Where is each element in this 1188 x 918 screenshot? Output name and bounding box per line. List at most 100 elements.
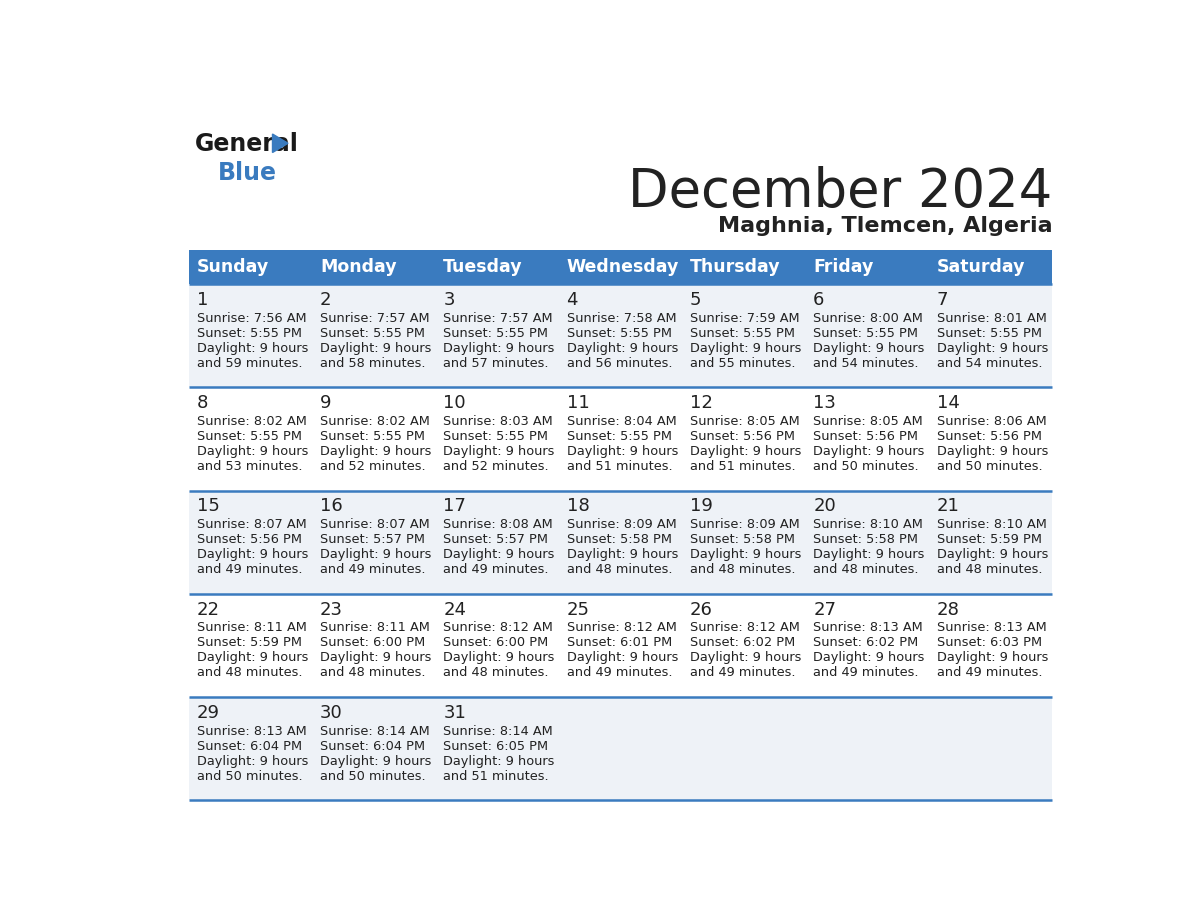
Text: Daylight: 9 hours: Daylight: 9 hours [443, 341, 555, 355]
Text: and 55 minutes.: and 55 minutes. [690, 357, 796, 370]
Text: Sunset: 5:56 PM: Sunset: 5:56 PM [814, 431, 918, 443]
Text: General: General [195, 131, 299, 156]
Text: Sunset: 5:59 PM: Sunset: 5:59 PM [196, 636, 302, 649]
Text: Sunrise: 8:07 AM: Sunrise: 8:07 AM [196, 519, 307, 532]
Polygon shape [272, 134, 287, 152]
Text: Sunset: 5:55 PM: Sunset: 5:55 PM [443, 431, 548, 443]
Text: Daylight: 9 hours: Daylight: 9 hours [690, 548, 801, 561]
Text: Sunrise: 7:57 AM: Sunrise: 7:57 AM [443, 312, 552, 325]
Text: Sunset: 5:55 PM: Sunset: 5:55 PM [567, 431, 671, 443]
Text: 14: 14 [936, 395, 960, 412]
Text: Sunrise: 8:06 AM: Sunrise: 8:06 AM [936, 415, 1047, 428]
Bar [189, 490, 1053, 594]
Text: 7: 7 [936, 291, 948, 309]
Text: and 58 minutes.: and 58 minutes. [320, 357, 425, 370]
Text: and 53 minutes.: and 53 minutes. [196, 460, 302, 473]
Text: Daylight: 9 hours: Daylight: 9 hours [443, 652, 555, 665]
Text: Daylight: 9 hours: Daylight: 9 hours [936, 548, 1048, 561]
Text: Sunrise: 8:01 AM: Sunrise: 8:01 AM [936, 312, 1047, 325]
Text: and 51 minutes.: and 51 minutes. [690, 460, 796, 473]
Text: Sunrise: 8:00 AM: Sunrise: 8:00 AM [814, 312, 923, 325]
Text: December 2024: December 2024 [628, 165, 1053, 218]
Text: Sunrise: 8:05 AM: Sunrise: 8:05 AM [814, 415, 923, 428]
Text: and 48 minutes.: and 48 minutes. [690, 564, 796, 577]
Text: Sunset: 6:05 PM: Sunset: 6:05 PM [443, 740, 549, 753]
Text: 8: 8 [196, 395, 208, 412]
Text: and 52 minutes.: and 52 minutes. [320, 460, 425, 473]
Text: Sunset: 5:55 PM: Sunset: 5:55 PM [567, 327, 671, 340]
Text: Daylight: 9 hours: Daylight: 9 hours [567, 548, 678, 561]
Text: Sunset: 5:55 PM: Sunset: 5:55 PM [690, 327, 795, 340]
Text: 28: 28 [936, 600, 960, 619]
Text: and 49 minutes.: and 49 minutes. [567, 666, 672, 679]
Text: Sunset: 6:04 PM: Sunset: 6:04 PM [196, 740, 302, 753]
Text: Sunset: 5:55 PM: Sunset: 5:55 PM [320, 327, 425, 340]
Bar [189, 594, 1053, 697]
Text: Sunrise: 8:10 AM: Sunrise: 8:10 AM [936, 519, 1047, 532]
Text: Daylight: 9 hours: Daylight: 9 hours [443, 445, 555, 458]
Text: and 51 minutes.: and 51 minutes. [443, 769, 549, 783]
Text: 29: 29 [196, 704, 220, 722]
Text: 19: 19 [690, 498, 713, 516]
Text: 18: 18 [567, 498, 589, 516]
Text: 9: 9 [320, 395, 331, 412]
Text: and 56 minutes.: and 56 minutes. [567, 357, 672, 370]
Text: and 49 minutes.: and 49 minutes. [443, 564, 549, 577]
Text: Sunrise: 8:09 AM: Sunrise: 8:09 AM [567, 519, 676, 532]
Text: Sunset: 6:01 PM: Sunset: 6:01 PM [567, 636, 671, 649]
Text: 25: 25 [567, 600, 589, 619]
Text: Sunset: 6:02 PM: Sunset: 6:02 PM [814, 636, 918, 649]
Text: Daylight: 9 hours: Daylight: 9 hours [196, 445, 308, 458]
Text: Daylight: 9 hours: Daylight: 9 hours [814, 341, 924, 355]
Text: Sunset: 5:59 PM: Sunset: 5:59 PM [936, 533, 1042, 546]
Text: 30: 30 [320, 704, 342, 722]
Text: and 48 minutes.: and 48 minutes. [567, 564, 672, 577]
Text: Thursday: Thursday [690, 258, 781, 276]
Text: Daylight: 9 hours: Daylight: 9 hours [196, 755, 308, 767]
Text: 21: 21 [936, 498, 960, 516]
Text: Daylight: 9 hours: Daylight: 9 hours [320, 445, 431, 458]
Text: Daylight: 9 hours: Daylight: 9 hours [814, 652, 924, 665]
Text: Blue: Blue [219, 161, 277, 185]
Text: 10: 10 [443, 395, 466, 412]
Text: 17: 17 [443, 498, 466, 516]
Bar [189, 697, 1053, 800]
Text: 2: 2 [320, 291, 331, 309]
Text: Sunrise: 7:58 AM: Sunrise: 7:58 AM [567, 312, 676, 325]
Text: Sunrise: 7:57 AM: Sunrise: 7:57 AM [320, 312, 430, 325]
Text: and 48 minutes.: and 48 minutes. [320, 666, 425, 679]
Text: Sunrise: 8:10 AM: Sunrise: 8:10 AM [814, 519, 923, 532]
Text: Sunrise: 8:03 AM: Sunrise: 8:03 AM [443, 415, 552, 428]
Text: Sunrise: 8:08 AM: Sunrise: 8:08 AM [443, 519, 552, 532]
Text: 20: 20 [814, 498, 836, 516]
Text: Sunrise: 8:04 AM: Sunrise: 8:04 AM [567, 415, 676, 428]
Text: and 49 minutes.: and 49 minutes. [936, 666, 1042, 679]
Text: 11: 11 [567, 395, 589, 412]
Text: Sunrise: 8:13 AM: Sunrise: 8:13 AM [936, 621, 1047, 634]
Text: Sunrise: 8:11 AM: Sunrise: 8:11 AM [196, 621, 307, 634]
Text: Sunrise: 8:13 AM: Sunrise: 8:13 AM [814, 621, 923, 634]
Text: and 52 minutes.: and 52 minutes. [443, 460, 549, 473]
Text: Daylight: 9 hours: Daylight: 9 hours [196, 548, 308, 561]
Text: and 48 minutes.: and 48 minutes. [443, 666, 549, 679]
Text: Daylight: 9 hours: Daylight: 9 hours [320, 341, 431, 355]
Text: 13: 13 [814, 395, 836, 412]
Text: Maghnia, Tlemcen, Algeria: Maghnia, Tlemcen, Algeria [718, 217, 1053, 237]
Text: Daylight: 9 hours: Daylight: 9 hours [690, 652, 801, 665]
Text: and 49 minutes.: and 49 minutes. [814, 666, 918, 679]
Text: and 50 minutes.: and 50 minutes. [814, 460, 918, 473]
Text: 24: 24 [443, 600, 466, 619]
Text: Sunset: 5:55 PM: Sunset: 5:55 PM [196, 327, 302, 340]
Text: Daylight: 9 hours: Daylight: 9 hours [320, 548, 431, 561]
Text: Daylight: 9 hours: Daylight: 9 hours [567, 652, 678, 665]
Text: and 49 minutes.: and 49 minutes. [690, 666, 796, 679]
Text: 27: 27 [814, 600, 836, 619]
Text: Sunrise: 7:59 AM: Sunrise: 7:59 AM [690, 312, 800, 325]
Text: Daylight: 9 hours: Daylight: 9 hours [196, 652, 308, 665]
Text: and 54 minutes.: and 54 minutes. [814, 357, 918, 370]
Text: Daylight: 9 hours: Daylight: 9 hours [196, 341, 308, 355]
Text: Sunrise: 8:14 AM: Sunrise: 8:14 AM [443, 724, 552, 738]
Text: Daylight: 9 hours: Daylight: 9 hours [936, 652, 1048, 665]
Text: and 50 minutes.: and 50 minutes. [936, 460, 1042, 473]
Text: and 49 minutes.: and 49 minutes. [196, 564, 302, 577]
